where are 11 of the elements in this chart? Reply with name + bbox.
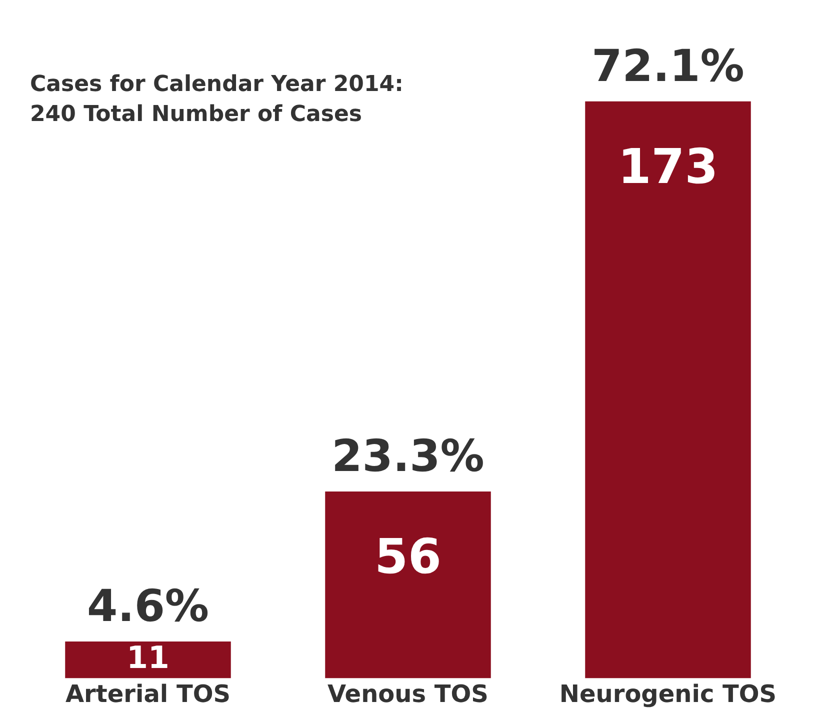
annotation: 23.3% [332, 430, 484, 482]
data-label: 56 [374, 528, 442, 585]
data-label: 11 [126, 640, 170, 676]
x-tick-label: Neurogenic TOS [559, 680, 777, 708]
annotation: 4.6% [86, 580, 210, 632]
chart-title: Cases for Calendar Year 2014: [30, 71, 404, 99]
x-tick-label: Arterial TOS [65, 680, 231, 708]
data-label: 173 [618, 138, 718, 195]
chart-subtitle: 240 Total Number of Cases [30, 101, 363, 129]
x-tick-label: Venous TOS [328, 680, 488, 708]
annotation: 72.1% [592, 40, 744, 92]
